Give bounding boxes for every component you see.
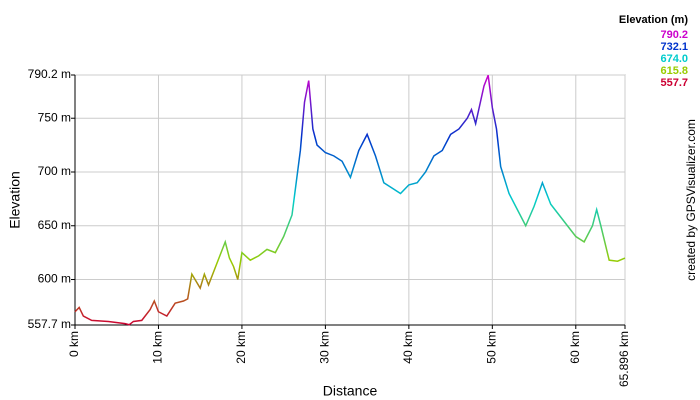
legend-entry: 674.0 <box>660 53 688 65</box>
y-tick-label: 557.7 m <box>28 317 71 331</box>
x-tick-label: 20 km <box>234 331 248 364</box>
legend-entry: 732.1 <box>660 41 688 53</box>
x-tick-label: 65.896 km <box>617 331 631 387</box>
legend-entry: 557.7 <box>660 77 688 89</box>
y-tick-label: 600 m <box>38 272 71 286</box>
x-tick-label: 30 km <box>318 331 332 364</box>
elevation-line <box>74 74 626 326</box>
x-axis-label: Distance <box>323 383 378 399</box>
x-tick-label: 10 km <box>151 331 165 364</box>
x-tick-label: 60 km <box>568 331 582 364</box>
y-tick-label: 650 m <box>38 218 71 232</box>
x-tick-label: 40 km <box>401 331 415 364</box>
legend-entry: 790.2 <box>660 29 688 41</box>
credit: created by GPSVisualizer.com <box>684 119 698 281</box>
y-axis-label: Elevation <box>7 171 23 229</box>
legend-title: Elevation (m) <box>619 14 688 26</box>
plot-frame <box>74 74 626 326</box>
y-tick-label: 750 m <box>38 110 71 124</box>
y-tick-label: 790.2 m <box>28 67 71 81</box>
y-tick-label: 700 m <box>38 164 71 178</box>
legend-entry: 615.8 <box>660 65 688 77</box>
x-tick-label: 50 km <box>484 331 498 364</box>
x-tick-label: 0 km <box>67 331 81 357</box>
